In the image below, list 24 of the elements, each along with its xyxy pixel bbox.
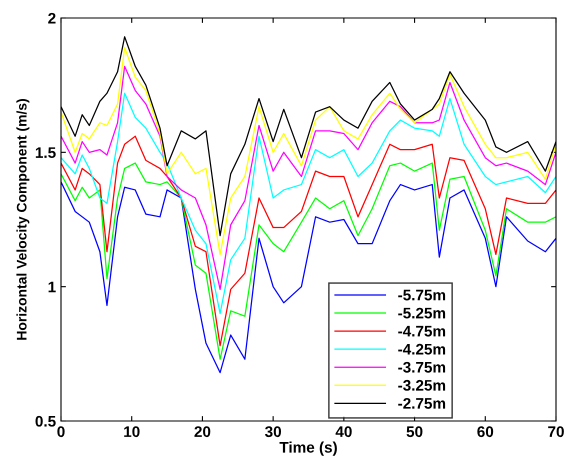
y-tick-label: 1.5 <box>36 147 56 158</box>
line-series <box>61 66 556 290</box>
line-series <box>61 162 556 360</box>
y-axis-title: Horizontal Velocity Component (m/s) <box>16 99 30 340</box>
y-tick-label: 2 <box>48 12 56 24</box>
legend-label: -4.25m <box>398 344 446 355</box>
y-tick-label: 1 <box>48 282 56 292</box>
y-tick-label: 0.5 <box>36 416 56 427</box>
x-tick-label: 70 <box>548 426 564 438</box>
legend-label: -3.75m <box>398 362 446 373</box>
line-series <box>61 181 556 374</box>
x-tick-label: 10 <box>124 426 140 438</box>
legend-label: -5.25m <box>398 308 446 319</box>
x-axis-title: Time (s) <box>280 441 337 456</box>
x-tick-label: 30 <box>265 426 282 438</box>
x-tick-label: 40 <box>336 426 352 438</box>
legend-label: -4.75m <box>398 326 446 337</box>
legend-label: -5.75m <box>398 290 446 300</box>
x-tick-label: 60 <box>477 426 494 438</box>
x-tick-label: 20 <box>194 426 210 438</box>
legend-label: -2.75m <box>398 398 446 409</box>
x-tick-label: 50 <box>406 426 422 438</box>
legend-label: -3.25m <box>398 380 446 391</box>
x-tick-label: 0 <box>57 426 65 438</box>
